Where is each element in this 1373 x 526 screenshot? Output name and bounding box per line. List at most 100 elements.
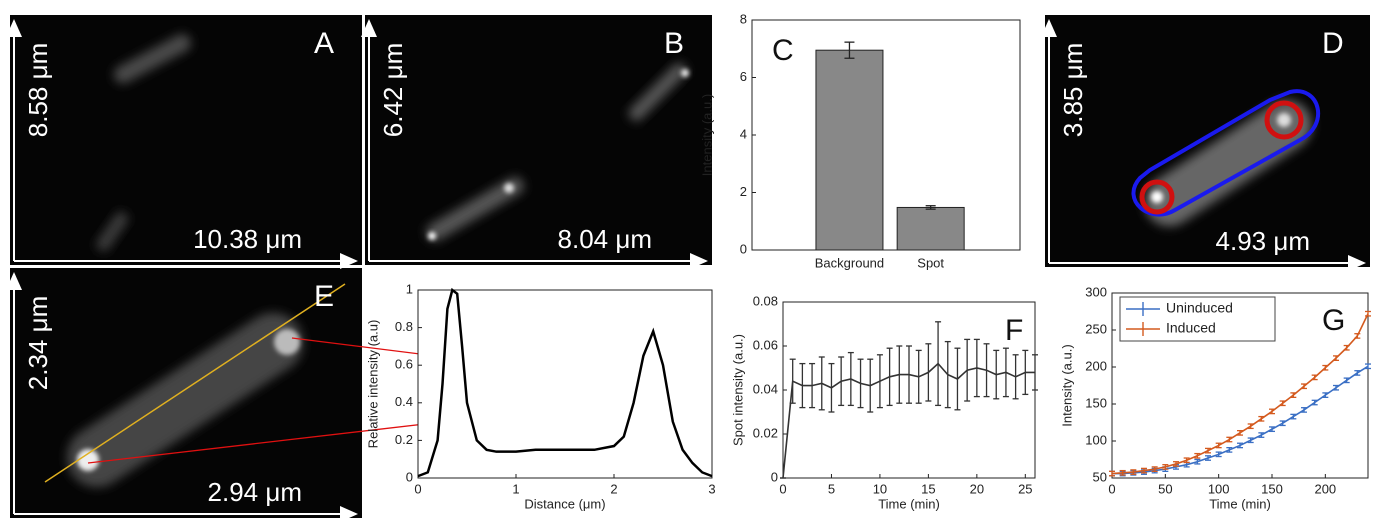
image-b <box>365 15 712 265</box>
error-bar <box>1311 399 1318 406</box>
panel-letter: C <box>772 34 794 67</box>
cell-outline <box>1131 89 1320 217</box>
error-bar <box>1365 310 1371 317</box>
error-bar <box>925 343 932 402</box>
microscopy-images <box>10 15 1370 518</box>
error-bar <box>1343 344 1350 351</box>
x-tick-label: 50 <box>1158 481 1172 496</box>
x-tick-label: 150 <box>1261 481 1283 496</box>
error-bar <box>1205 455 1211 461</box>
error-bar <box>1269 426 1275 433</box>
x-tick-label: 0 <box>779 481 786 496</box>
spot <box>1277 113 1291 127</box>
height-label: 2.34 μm <box>23 296 53 390</box>
plot-frame <box>751 19 1021 251</box>
y-tick-label: 0.08 <box>753 293 778 308</box>
width-label: 4.93 μm <box>1216 226 1310 256</box>
spot <box>428 232 436 240</box>
error-bar <box>1290 413 1297 420</box>
spot <box>681 69 689 77</box>
error-bar <box>973 338 980 398</box>
x-tick-label: Spot <box>917 255 944 270</box>
width-label: 2.94 μm <box>208 477 302 507</box>
error-bar <box>857 358 864 409</box>
error-bar <box>838 356 845 407</box>
arrow <box>87 418 444 464</box>
legend-label: Uninduced <box>1166 300 1233 316</box>
error-bar <box>925 205 936 210</box>
error-bar <box>809 362 816 409</box>
error-bar <box>1215 451 1222 458</box>
y-tick-label: 100 <box>1085 432 1107 447</box>
x-axis-label: Distance (μm) <box>524 496 605 511</box>
y-tick-label: 0.06 <box>753 337 778 352</box>
legend-label: Induced <box>1166 320 1216 336</box>
image-d <box>1045 15 1370 267</box>
spot <box>1151 191 1163 203</box>
error-bar <box>844 41 855 59</box>
x-tick-label: 15 <box>921 481 935 496</box>
height-label: 8.58 μm <box>23 43 53 137</box>
profile-line <box>44 283 346 483</box>
error-bar <box>1226 447 1233 453</box>
y-tick-label: 0.8 <box>395 319 413 334</box>
error-bar <box>1322 392 1329 398</box>
y-tick-label: 0.02 <box>753 425 778 440</box>
y-tick-label: 0.04 <box>753 381 778 396</box>
y-tick-label: 6 <box>740 69 747 84</box>
error-bar <box>944 340 951 409</box>
error-bar <box>983 343 990 398</box>
error-bar <box>828 362 835 413</box>
x-tick-label: 20 <box>970 481 984 496</box>
legend-box <box>1119 296 1276 342</box>
spot-outline <box>1139 179 1175 215</box>
error-bar <box>1119 469 1126 476</box>
error-bar <box>1365 363 1371 370</box>
x-tick-label: 25 <box>1018 481 1032 496</box>
error-bar <box>1258 432 1265 438</box>
error-bar <box>964 338 971 402</box>
cell <box>426 177 524 242</box>
panel-letter: F <box>1005 314 1023 347</box>
error-bar <box>867 358 874 413</box>
error-bar <box>1290 392 1297 398</box>
y-tick-label: 8 <box>740 11 747 26</box>
error-bar <box>1279 420 1286 427</box>
spot-outline <box>1264 100 1304 140</box>
y-tick-label: 0.4 <box>395 394 413 409</box>
y-tick-label: 50 <box>1093 469 1107 484</box>
panel-letter: B <box>664 27 684 60</box>
width-label: 10.38 μm <box>193 224 302 254</box>
panel-letter: D <box>1322 27 1344 60</box>
panel-letter: E <box>314 280 334 313</box>
x-tick-label: 10 <box>873 481 887 496</box>
panel-letter: A <box>314 27 334 60</box>
cell <box>66 312 304 488</box>
error-bar <box>799 362 806 409</box>
width-label: 8.04 μm <box>558 224 652 254</box>
x-tick-label: 3 <box>708 481 715 496</box>
plot-frame <box>417 289 713 479</box>
spot <box>274 329 300 355</box>
y-axis-label: Intensity (a.u.) <box>699 94 714 176</box>
x-axis-label: Time (min) <box>878 496 940 511</box>
error-bar <box>1237 429 1243 436</box>
error-bar <box>1247 423 1254 430</box>
y-tick-label: 250 <box>1085 321 1107 336</box>
error-bar <box>847 351 854 407</box>
error-bar <box>1301 383 1307 390</box>
y-tick-label: 4 <box>740 126 747 141</box>
y-tick-label: 0 <box>406 469 413 484</box>
error-bar <box>1354 333 1361 339</box>
error-bar <box>789 358 796 404</box>
error-bar <box>1279 400 1286 407</box>
error-bar <box>1130 469 1137 475</box>
error-bar <box>915 349 922 404</box>
spot <box>77 449 99 471</box>
error-bar <box>1343 377 1350 384</box>
error-bar <box>1301 407 1307 413</box>
panel-letter: G <box>1322 304 1345 337</box>
error-bar <box>1333 355 1339 361</box>
x-tick-label: 1 <box>512 481 519 496</box>
error-bar <box>876 354 883 409</box>
